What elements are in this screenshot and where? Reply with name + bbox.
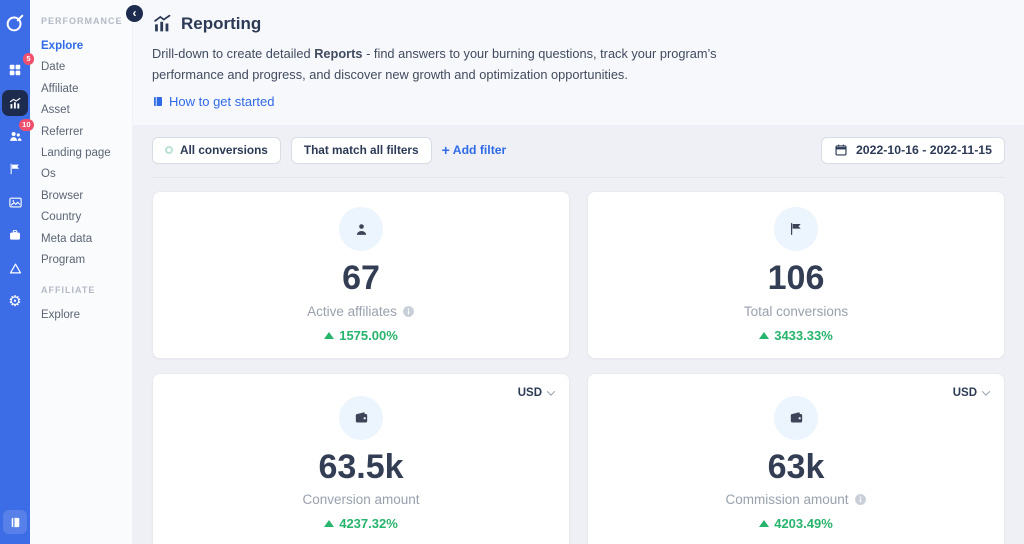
section-title-affiliate: AFFILIATE xyxy=(41,285,96,296)
card-label: Commission amount xyxy=(725,492,866,507)
page-title: Reporting xyxy=(181,13,262,33)
card-label: Conversion amount xyxy=(302,492,420,508)
sidebar-item-explore[interactable]: Explore xyxy=(41,40,84,52)
sidebar-item-program[interactable]: Program xyxy=(41,254,86,267)
card-label: Total conversions xyxy=(743,303,849,319)
affiliates-badge: 10 xyxy=(18,119,34,131)
rail-item-reporting[interactable] xyxy=(2,90,28,116)
briefcase-icon xyxy=(10,230,20,240)
nav-sidebar: PERFORMANCE Explore Date Affiliate Asset… xyxy=(30,0,133,544)
gear-icon: ⚙ xyxy=(8,291,22,310)
plus-icon: + xyxy=(441,142,450,159)
reporting-icon xyxy=(154,14,171,32)
book-icon xyxy=(154,96,162,106)
sidebar-item-meta-data[interactable]: Meta data xyxy=(41,232,93,245)
status-dot-icon xyxy=(165,146,173,155)
delta-badge: 1575.00% xyxy=(324,328,398,343)
grid-icon xyxy=(9,64,21,76)
up-arrow-icon xyxy=(324,331,335,339)
book-icon xyxy=(11,517,19,527)
info-icon[interactable] xyxy=(402,305,415,318)
kpi-card-grid: 67 Active affiliates 1575.00% 106 Total … xyxy=(152,190,1005,544)
user-icon xyxy=(356,223,366,235)
page-header: Reporting Drill-down to create detailed … xyxy=(133,0,1024,125)
rail-item-assets[interactable] xyxy=(2,189,28,215)
flag-icon xyxy=(10,163,20,175)
match-all-filters-button[interactable]: That match all filters xyxy=(290,136,432,164)
bar-chart-icon xyxy=(9,97,20,108)
up-arrow-icon xyxy=(324,520,335,528)
add-filter-button[interactable]: + Add filter xyxy=(441,142,507,159)
sidebar-item-affiliate-explore[interactable]: Explore xyxy=(41,309,80,322)
wallet-icon xyxy=(790,412,802,423)
divider xyxy=(152,176,1005,178)
card-value: 63.5k xyxy=(318,447,404,486)
sidebar-item-date[interactable]: Date xyxy=(41,61,66,74)
card-icon-circle xyxy=(339,207,383,252)
card-commission-amount: USD 63k Commission amount 4203.49% xyxy=(587,372,1005,544)
page-description: Drill-down to create detailed Reports - … xyxy=(152,46,717,83)
sidebar-item-browser[interactable]: Browser xyxy=(41,189,84,202)
back-chevron-icon: ‹ xyxy=(132,5,137,20)
chevron-down-icon xyxy=(546,387,556,396)
card-value: 67 xyxy=(342,259,380,298)
card-icon-circle xyxy=(774,207,818,252)
card-conversion-amount: USD 63.5k Conversion amount 4237.32% xyxy=(152,372,570,544)
currency-selector[interactable]: USD xyxy=(953,387,991,399)
card-value: 106 xyxy=(767,259,825,298)
rail-item-programs[interactable] xyxy=(2,222,28,248)
how-to-get-started-link[interactable]: How to get started xyxy=(152,94,275,109)
up-arrow-icon xyxy=(759,331,770,339)
main-area: Reporting Drill-down to create detailed … xyxy=(133,0,1024,544)
info-icon[interactable] xyxy=(854,493,867,506)
sidebar-item-asset[interactable]: Asset xyxy=(41,104,70,117)
delta-badge: 4203.49% xyxy=(759,516,833,531)
logo-icon xyxy=(6,14,24,32)
sidebar-item-referrer[interactable]: Referrer xyxy=(41,125,84,138)
dashboard-badge: 5 xyxy=(22,53,34,65)
chevron-down-icon xyxy=(981,387,991,396)
section-title-performance: PERFORMANCE xyxy=(41,16,123,26)
card-total-conversions: 106 Total conversions 3433.33% xyxy=(587,190,1005,359)
sidebar-item-landing-page[interactable]: Landing page xyxy=(41,147,111,160)
rail-item-settings[interactable]: ⚙ xyxy=(2,288,28,314)
delta-badge: 4237.32% xyxy=(324,516,398,531)
rail-item-knowledge-base[interactable] xyxy=(3,510,27,534)
icon-rail: 5 10 ⚙ xyxy=(0,0,34,544)
wallet-icon xyxy=(355,412,367,423)
rail-item-integrations[interactable] xyxy=(2,255,28,281)
filter-bar: All conversions That match all filters +… xyxy=(152,136,1005,164)
rail-item-affiliates[interactable]: 10 xyxy=(2,119,34,149)
image-icon xyxy=(8,197,22,207)
currency-selector[interactable]: USD xyxy=(518,387,556,399)
up-arrow-icon xyxy=(759,520,770,528)
card-value: 63k xyxy=(767,447,825,486)
delta-badge: 3433.33% xyxy=(759,328,833,343)
content-area: All conversions That match all filters +… xyxy=(133,124,1024,544)
app-logo[interactable] xyxy=(4,12,26,39)
card-icon-circle xyxy=(774,395,818,440)
card-label: Active affiliates xyxy=(307,304,415,319)
calendar-icon xyxy=(835,144,847,157)
all-conversions-button[interactable]: All conversions xyxy=(152,136,281,164)
sidebar-item-affiliate[interactable]: Affiliate xyxy=(41,82,79,95)
triangle-icon xyxy=(9,263,21,273)
flag-icon xyxy=(791,223,801,236)
collapse-sidebar-button[interactable]: ‹ xyxy=(126,5,143,22)
card-icon-circle xyxy=(339,395,383,440)
rail-item-dashboard[interactable]: 5 xyxy=(2,53,34,83)
sidebar-item-country[interactable]: Country xyxy=(41,211,82,224)
rail-item-conversions[interactable] xyxy=(2,156,28,182)
date-range-picker[interactable]: 2022-10-16 - 2022-11-15 xyxy=(820,136,1005,164)
users-icon xyxy=(9,131,21,141)
card-active-affiliates: 67 Active affiliates 1575.00% xyxy=(152,190,570,359)
sidebar-item-os[interactable]: Os xyxy=(41,168,56,181)
